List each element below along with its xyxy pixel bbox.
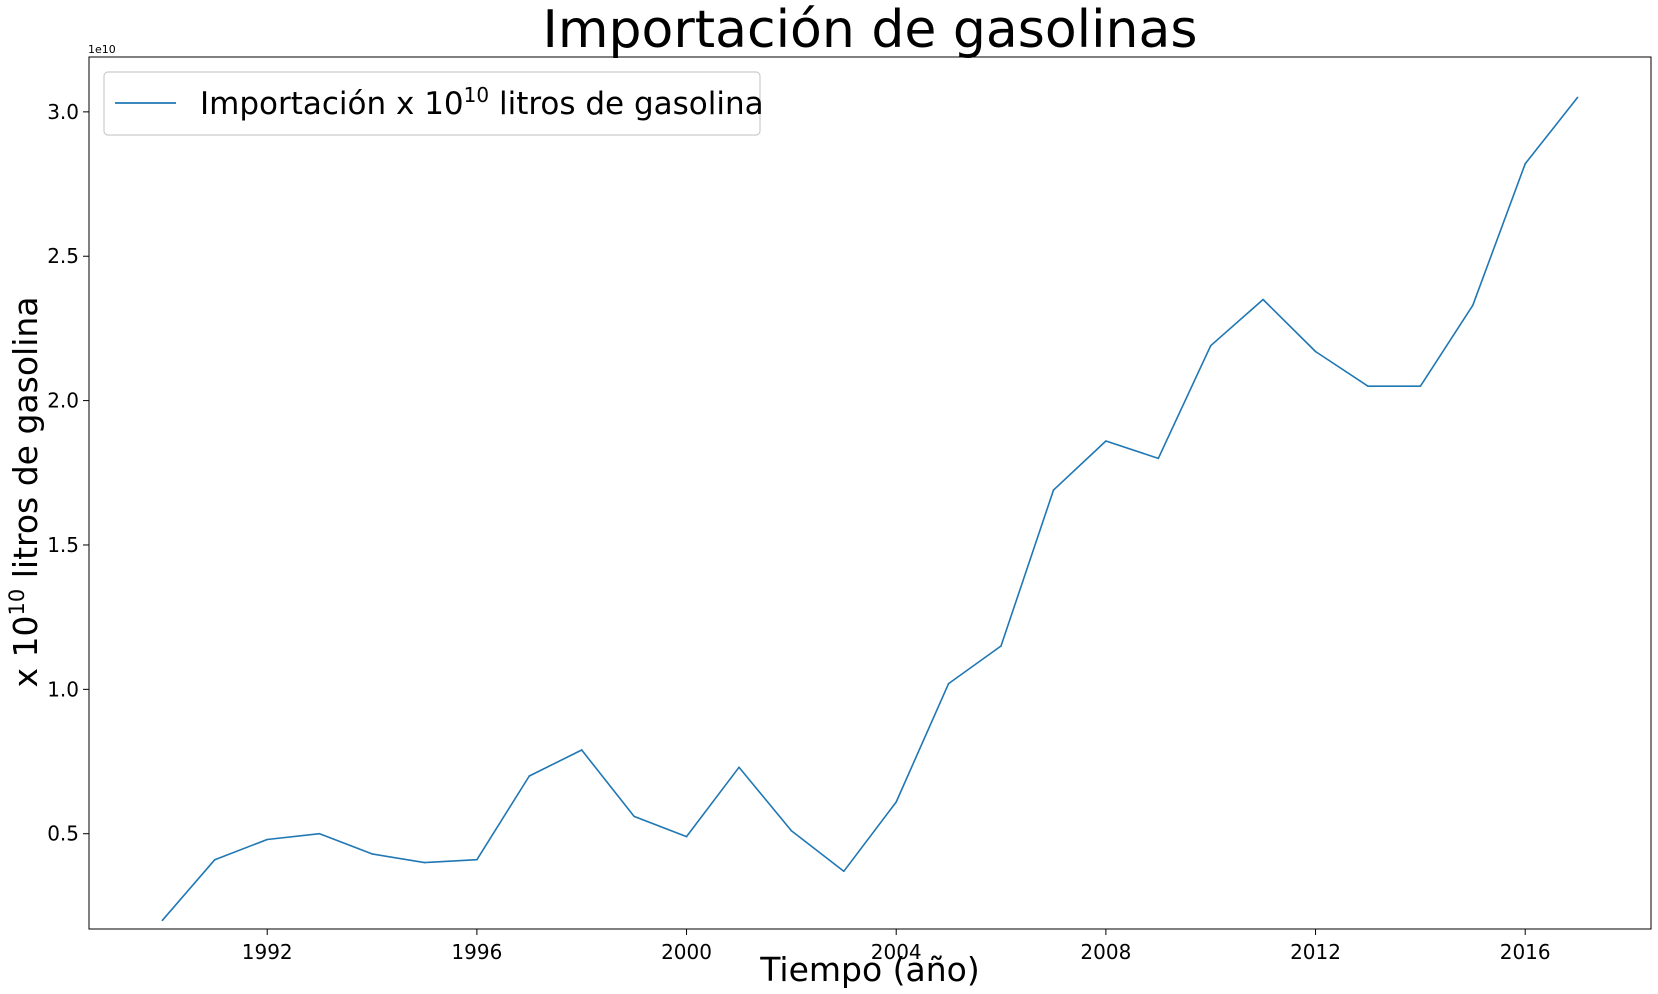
data-point bbox=[1157, 457, 1160, 460]
ticks-layer: 1992 1996 2000 2004 2008 2012 2016 0.5 1.0 1.5 2.0… bbox=[47, 100, 1550, 964]
y-tick-label: 1.5 bbox=[47, 533, 79, 557]
data-point bbox=[1209, 344, 1212, 347]
data-point bbox=[371, 853, 373, 855]
data-point bbox=[1052, 489, 1055, 491]
data-point bbox=[213, 858, 216, 861]
legend-box bbox=[103, 71, 761, 136]
data-point bbox=[790, 830, 793, 832]
data-point bbox=[842, 870, 845, 873]
data-point bbox=[633, 815, 635, 818]
x-tick-label: 2004 bbox=[871, 940, 922, 964]
legend-label-exponent: 10 bbox=[464, 83, 489, 107]
x-tick-label: 1996 bbox=[451, 940, 502, 964]
y-axis-offset-label: 1e10 bbox=[88, 43, 116, 56]
data-point bbox=[1000, 645, 1002, 647]
x-axis-title: Tiempo (año) bbox=[759, 950, 979, 989]
legend-label: Importación x 1010 litros de gasolina bbox=[200, 83, 764, 122]
data-point bbox=[318, 832, 321, 835]
data-point bbox=[476, 858, 478, 861]
y-tick-label: 3.0 bbox=[47, 100, 79, 124]
x-tick-label: 2012 bbox=[1290, 940, 1341, 964]
data-point bbox=[738, 766, 740, 769]
data-point bbox=[947, 682, 950, 685]
data-point bbox=[1524, 163, 1527, 165]
data-point bbox=[423, 861, 426, 864]
data-point bbox=[1419, 385, 1422, 387]
legend-label-prefix: Importación x 10 bbox=[200, 86, 464, 122]
y-axis-title-prefix: x 10 bbox=[6, 615, 45, 687]
y-tick-label: 2.5 bbox=[47, 244, 79, 268]
data-point bbox=[1262, 298, 1264, 301]
y-tick-label: 2.0 bbox=[47, 389, 79, 413]
legend-label-suffix: litros de gasolina bbox=[489, 86, 764, 122]
y-axis-title: x 1010 litros de gasolina bbox=[5, 297, 45, 688]
data-point bbox=[266, 838, 269, 841]
y-axis-title-exponent: 10 bbox=[5, 589, 29, 616]
legend: Importación x 1010 litros de gasolina bbox=[103, 71, 764, 136]
data-point bbox=[1576, 96, 1579, 99]
data-point bbox=[161, 919, 164, 922]
data-point bbox=[1367, 385, 1369, 387]
data-point bbox=[895, 801, 898, 803]
data-points bbox=[161, 96, 1579, 922]
x-tick-label: 1992 bbox=[242, 940, 293, 964]
data-point bbox=[528, 775, 531, 777]
x-tick-label: 2000 bbox=[661, 940, 712, 964]
data-point bbox=[1314, 350, 1317, 353]
y-tick-label: 1.0 bbox=[47, 677, 79, 701]
data-point bbox=[1471, 304, 1474, 307]
series-line bbox=[161, 96, 1579, 921]
chart-title: Importación de gasolinas bbox=[543, 0, 1198, 60]
x-tick-label: 2016 bbox=[1500, 940, 1551, 964]
data-point bbox=[580, 749, 583, 751]
x-tick-label: 2008 bbox=[1080, 940, 1131, 964]
plot-frame bbox=[88, 56, 1652, 930]
y-axis-title-suffix: litros de gasolina bbox=[6, 297, 45, 589]
data-point bbox=[1105, 440, 1107, 442]
data-point bbox=[685, 835, 688, 838]
y-tick-label: 0.5 bbox=[47, 822, 79, 846]
